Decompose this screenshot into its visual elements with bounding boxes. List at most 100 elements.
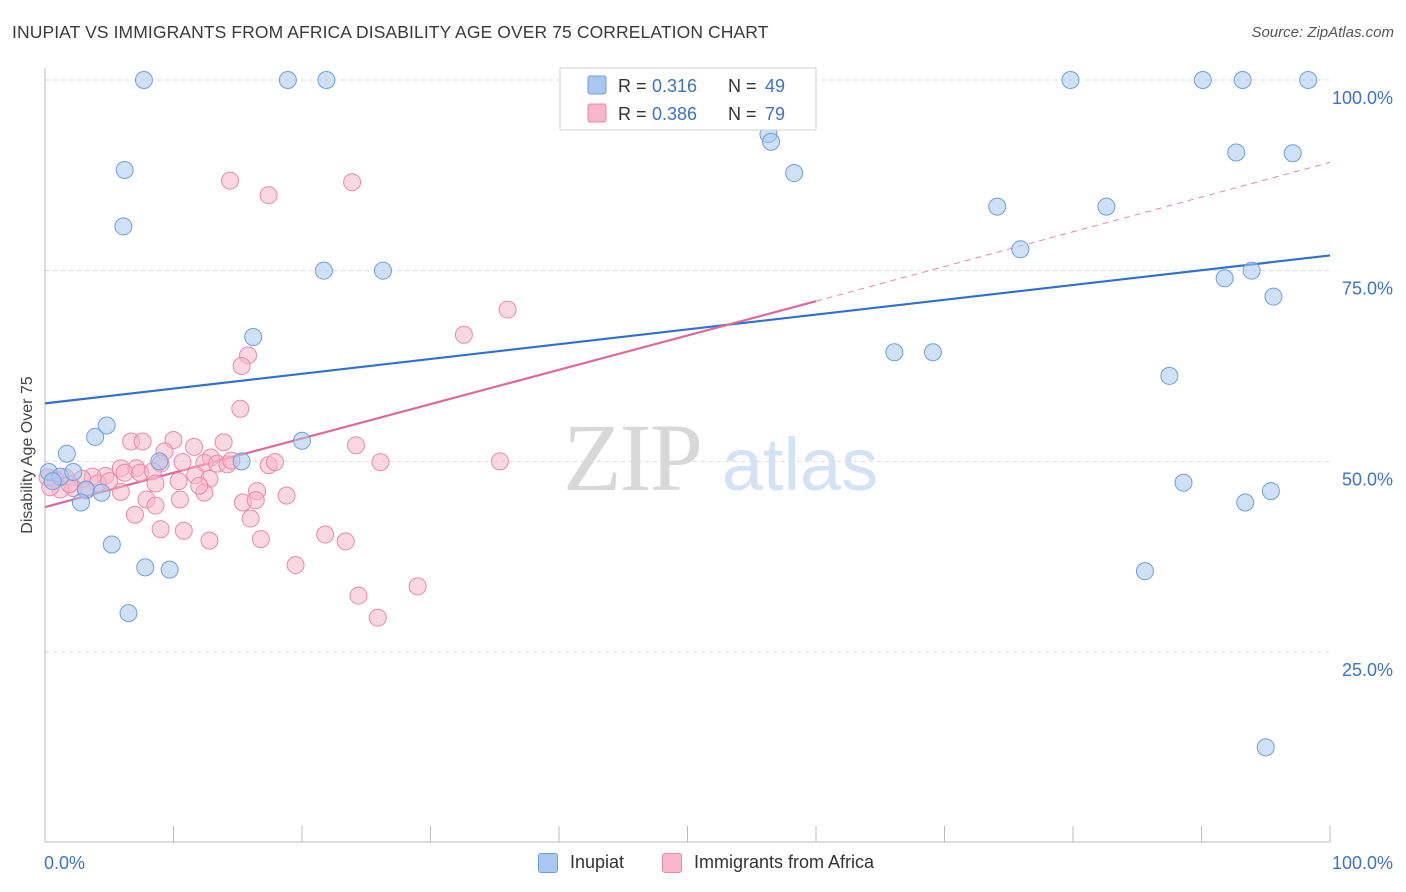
point-inupiat-7: [1299, 71, 1318, 89]
legend-item-inupiat[interactable]: Inupiat: [538, 852, 624, 873]
point-africa-3: [498, 300, 517, 319]
point-africa-61: [286, 556, 305, 575]
point-inupiat-1: [278, 71, 297, 89]
point-inupiat-47: [1261, 482, 1280, 501]
point-inupiat-22: [1242, 261, 1261, 280]
point-africa-37: [146, 474, 165, 493]
point-inupiat-49: [1256, 738, 1275, 757]
point-inupiat-25: [885, 343, 904, 362]
point-africa-11: [185, 437, 204, 456]
legend-swatch-africa-bottom: [662, 852, 682, 873]
point-africa-62: [349, 586, 368, 605]
point-africa-21: [371, 453, 390, 472]
point-inupiat-31: [293, 431, 311, 450]
point-inupiat-39: [92, 483, 111, 502]
point-africa-53: [125, 505, 144, 524]
point-inupiat-33: [232, 452, 251, 471]
point-inupiat-21: [1215, 269, 1234, 288]
legend-top: R = 0.316 N = 49 R = 0.386 N = 79: [559, 67, 817, 131]
point-inupiat-37: [43, 472, 62, 491]
trend-line-africa-extension: [815, 161, 1331, 302]
point-africa-38: [169, 472, 188, 491]
point-africa-56: [174, 521, 193, 540]
point-africa-20: [346, 436, 365, 455]
africa-points: [38, 171, 517, 627]
point-inupiat-0: [134, 71, 153, 89]
point-inupiat-28: [97, 416, 116, 435]
source-credit: Source: ZipAtlas.com: [1251, 24, 1394, 41]
point-africa-9: [133, 432, 152, 451]
point-inupiat-41: [102, 535, 121, 554]
point-africa-60: [336, 532, 355, 551]
point-africa-64: [368, 608, 387, 627]
point-africa-59: [316, 525, 335, 544]
point-africa-52: [146, 496, 165, 515]
point-africa-44: [111, 482, 130, 501]
point-inupiat-24: [244, 328, 263, 347]
point-inupiat-29: [86, 427, 105, 446]
point-inupiat-2: [317, 71, 336, 89]
watermark-atlas: atlas: [722, 423, 878, 506]
point-inupiat-4: [1061, 71, 1080, 89]
watermark-zip: ZIP: [563, 404, 701, 511]
point-inupiat-12: [115, 160, 134, 179]
point-africa-26: [115, 463, 134, 482]
y-tick-label-0: 25.0%: [1342, 660, 1393, 680]
legend-n-label-africa: N =: [728, 104, 757, 124]
point-inupiat-26: [923, 343, 942, 362]
legend-label-inupiat: Inupiat: [570, 852, 625, 872]
legend-r-value-africa: 0.386: [652, 104, 697, 124]
point-inupiat-40: [71, 493, 90, 512]
trend-line-africa: [44, 300, 817, 509]
point-inupiat-11: [785, 164, 804, 183]
point-africa-12: [214, 433, 233, 452]
point-inupiat-5: [1193, 71, 1212, 89]
legend-swatch-africa: [587, 103, 607, 123]
point-inupiat-43: [160, 560, 179, 579]
point-inupiat-19: [314, 261, 333, 280]
point-africa-0: [221, 171, 240, 190]
point-inupiat-32: [150, 452, 169, 471]
point-africa-65: [173, 453, 192, 472]
point-africa-55: [151, 520, 170, 539]
legend-n-value-inupiat: 49: [765, 76, 785, 96]
x-tick-label-0: 0.0%: [44, 853, 85, 873]
point-inupiat-10: [762, 132, 781, 151]
point-inupiat-18: [1011, 240, 1030, 259]
y-tick-label-3: 100.0%: [1332, 88, 1393, 108]
axes: [44, 68, 1331, 843]
y-tick-label-2: 75.0%: [1342, 279, 1393, 299]
point-africa-6: [232, 357, 251, 375]
point-inupiat-45: [1135, 562, 1154, 581]
point-africa-4: [454, 325, 473, 344]
point-inupiat-13: [1227, 143, 1246, 162]
chart-title: INUPIAT VS IMMIGRANTS FROM AFRICA DISABI…: [12, 22, 769, 42]
point-inupiat-44: [119, 604, 138, 623]
watermark: ZIP atlas: [563, 404, 878, 511]
point-africa-66: [190, 476, 209, 495]
legend-r-label-africa: R =: [618, 104, 647, 124]
point-inupiat-30: [57, 444, 76, 463]
point-africa-54: [241, 509, 260, 528]
legend-n-label-inupiat: N =: [728, 76, 757, 96]
point-inupiat-42: [136, 558, 155, 577]
point-africa-22: [490, 452, 509, 471]
point-africa-7: [231, 399, 250, 418]
point-inupiat-16: [988, 197, 1007, 216]
point-africa-49: [170, 490, 189, 509]
legend-r-label-inupiat: R =: [618, 76, 647, 96]
legend-item-africa[interactable]: Immigrants from Africa: [662, 852, 874, 873]
trend-lines: [44, 161, 1331, 509]
point-inupiat-17: [1097, 197, 1116, 216]
point-africa-1: [259, 186, 278, 205]
point-africa-51: [246, 491, 265, 510]
x-tick-label-1: 100.0%: [1332, 853, 1393, 873]
legend-label-africa: Immigrants from Africa: [694, 852, 875, 872]
point-africa-57: [200, 531, 219, 550]
y-tick-labels: 25.0% 50.0% 75.0% 100.0%: [1332, 88, 1393, 680]
legend-r-value-inupiat: 0.316: [652, 76, 697, 96]
trend-line-inupiat: [44, 254, 1331, 405]
point-africa-58: [251, 530, 270, 549]
point-inupiat-6: [1233, 71, 1252, 89]
legend-swatch-inupiat: [587, 75, 607, 95]
